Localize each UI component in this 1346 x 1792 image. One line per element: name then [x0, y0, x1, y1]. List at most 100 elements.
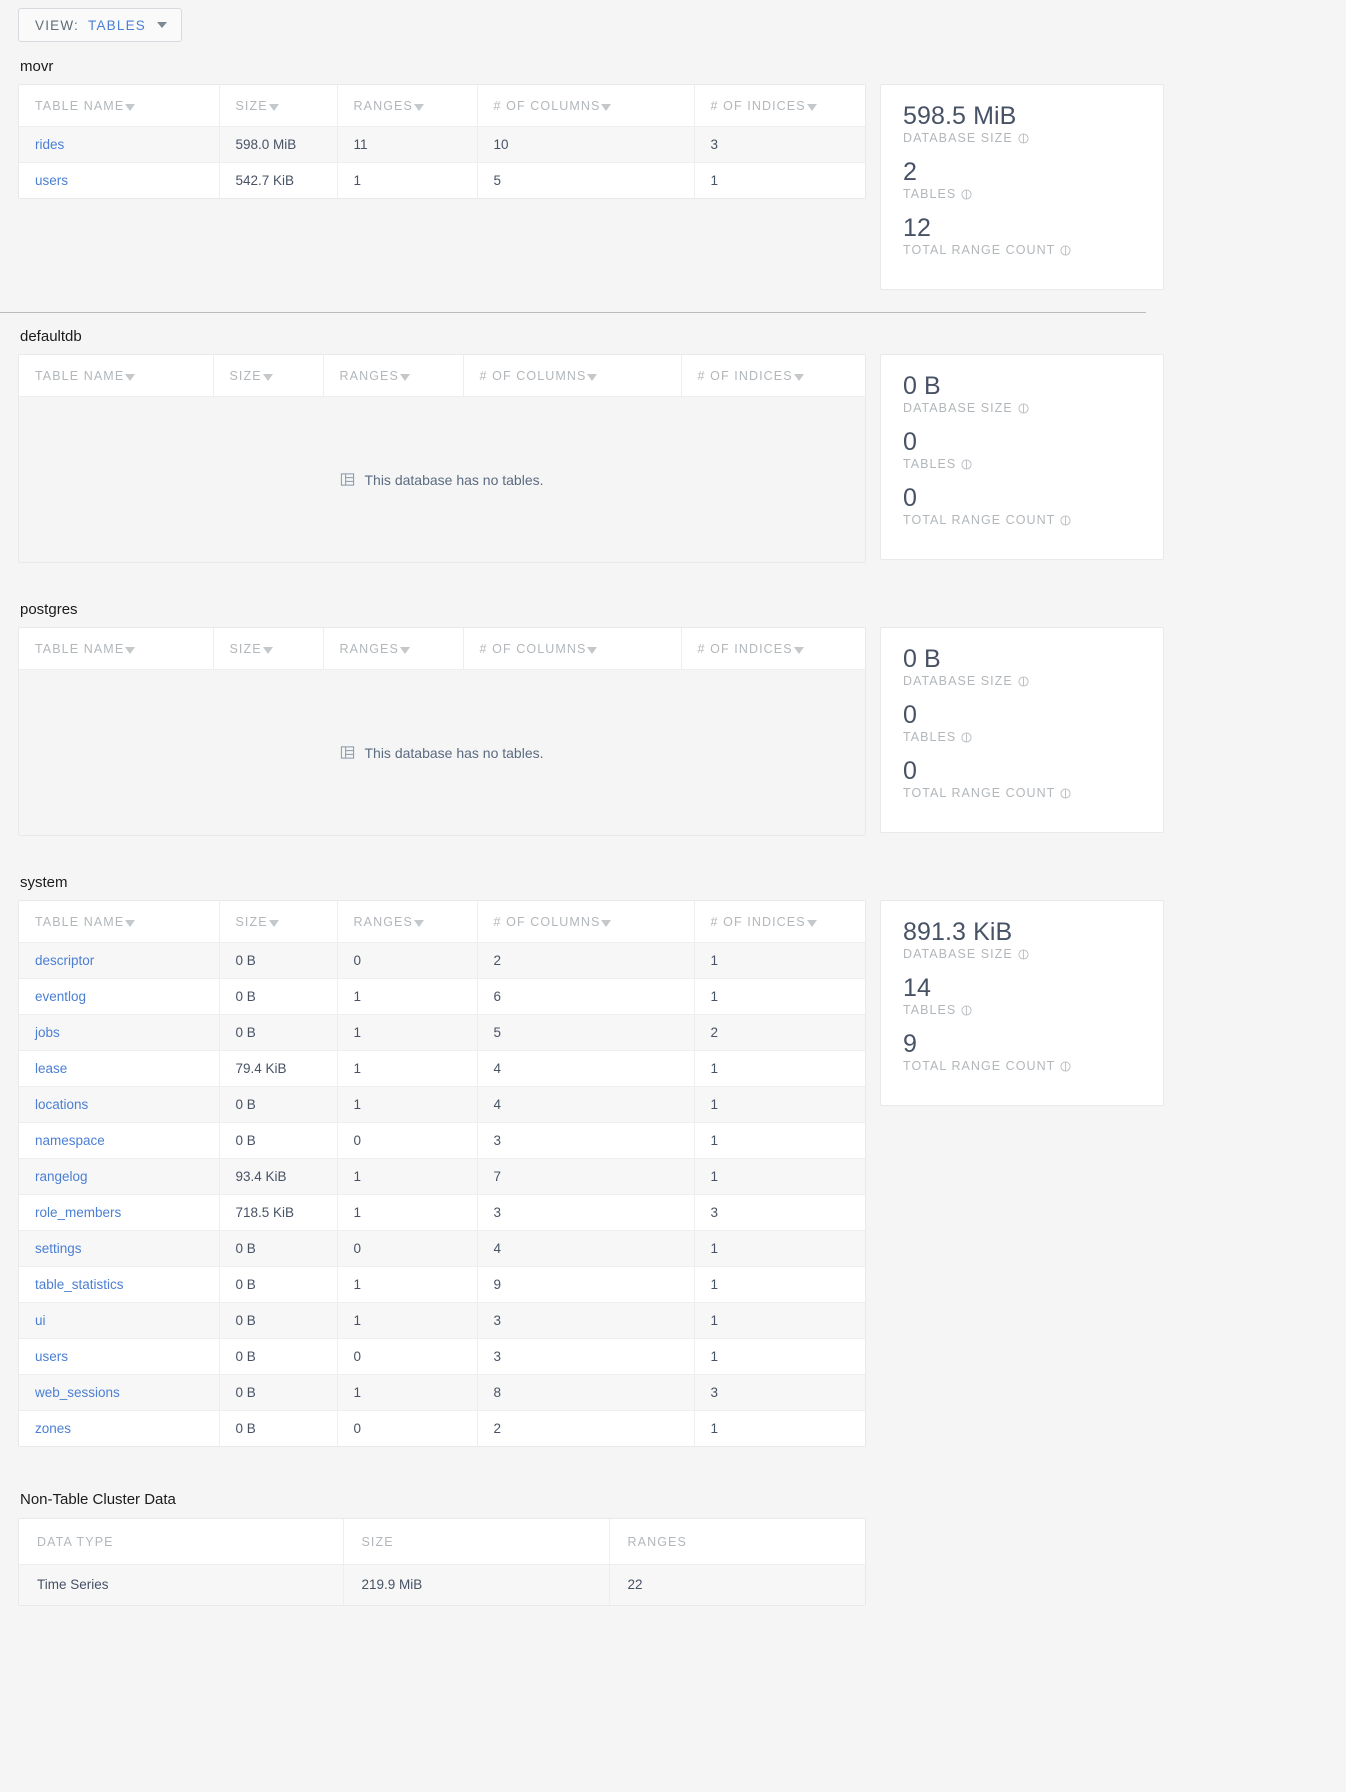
sort-caret-icon: [587, 647, 598, 654]
stat-label-text: TOTAL RANGE COUNT: [903, 786, 1056, 800]
cell-num-columns: 3: [477, 1122, 695, 1159]
table-link[interactable]: locations: [35, 1097, 89, 1112]
cell-num-indices: 1: [694, 978, 865, 1015]
column-header-num-indices[interactable]: # OF INDICES: [694, 85, 865, 127]
table-link[interactable]: rides: [35, 137, 65, 152]
column-header-ranges[interactable]: RANGES: [323, 355, 464, 397]
table-link[interactable]: jobs: [35, 1025, 60, 1040]
column-header-num-columns[interactable]: # OF COLUMNS: [477, 85, 695, 127]
column-header-ranges[interactable]: RANGES: [337, 901, 478, 943]
column-header-table-name[interactable]: TABLE NAME: [19, 85, 220, 127]
info-icon[interactable]: [1060, 514, 1071, 526]
table-link[interactable]: table_statistics: [35, 1277, 124, 1292]
column-header-ranges[interactable]: RANGES: [323, 628, 464, 670]
table-icon-glyph: [341, 473, 355, 486]
sort-caret-icon: [601, 920, 612, 927]
table-row[interactable]: rides 598.0 MiB 11 10 3: [19, 126, 865, 163]
table-link[interactable]: users: [35, 1349, 69, 1364]
column-header-ranges[interactable]: RANGES: [337, 85, 478, 127]
database-name: postgres: [20, 601, 78, 618]
cell-num-columns: 9: [477, 1266, 695, 1303]
database-sections: movr TABLE NAME SIZE RANGES # OF COLUMNS # OF…: [0, 42, 1346, 1469]
database-name: system: [20, 874, 68, 891]
stat-label-text: DATABASE SIZE: [903, 401, 1013, 415]
info-icon[interactable]: [961, 458, 972, 470]
column-header-table-name[interactable]: TABLE NAME: [19, 355, 214, 397]
view-dropdown[interactable]: VIEW: TABLES: [18, 8, 182, 42]
table-link[interactable]: web_sessions: [35, 1385, 120, 1400]
column-header-num-columns[interactable]: # OF COLUMNS: [463, 355, 682, 397]
column-header-num-columns[interactable]: # OF COLUMNS: [463, 628, 682, 670]
table-link[interactable]: lease: [35, 1061, 68, 1076]
stat-total-range-count-value: 12: [903, 214, 932, 242]
table-link[interactable]: role_members: [35, 1205, 122, 1220]
column-header-num-indices[interactable]: # OF INDICES: [694, 901, 865, 943]
column-header-table-name[interactable]: TABLE NAME: [19, 901, 220, 943]
cell-num-columns: 2: [477, 942, 695, 979]
cell-size: 0 B: [219, 1230, 338, 1267]
stat-database-size: 891.3 KiB DATABASE SIZE: [903, 919, 1141, 961]
table-header-row: TABLE NAME SIZE RANGES # OF COLUMNS # OF IND…: [19, 85, 865, 127]
info-icon[interactable]: [1018, 675, 1029, 687]
info-icon[interactable]: [961, 188, 972, 200]
cell-table-name: role_members: [19, 1194, 220, 1231]
table-link[interactable]: eventlog: [35, 989, 87, 1004]
table-link[interactable]: settings: [35, 1241, 82, 1256]
cell-table-name: rangelog: [19, 1158, 220, 1195]
table-link[interactable]: ui: [35, 1313, 46, 1328]
table-link[interactable]: namespace: [35, 1133, 105, 1148]
table-row[interactable]: rangelog 93.4 KiB 1 7 1: [19, 1158, 865, 1195]
column-header-table-name[interactable]: TABLE NAME: [19, 628, 214, 670]
column-header-size[interactable]: SIZE: [219, 85, 338, 127]
info-icon[interactable]: [1060, 244, 1071, 256]
table-row[interactable]: role_members 718.5 KiB 1 3 3: [19, 1194, 865, 1231]
empty-state: This database has no tables.: [19, 397, 865, 562]
table-link[interactable]: rangelog: [35, 1169, 88, 1184]
info-icon[interactable]: [961, 731, 972, 743]
cell-ranges: 1: [337, 1158, 478, 1195]
info-icon[interactable]: [961, 1004, 972, 1016]
column-header-num-indices[interactable]: # OF INDICES: [681, 355, 865, 397]
info-icon[interactable]: [1018, 948, 1029, 960]
column-header-num-indices[interactable]: # OF INDICES: [681, 628, 865, 670]
cell-num-indices: 1: [694, 1302, 865, 1339]
stat-label-text: TOTAL RANGE COUNT: [903, 243, 1056, 257]
column-header-size: SIZE: [343, 1519, 610, 1565]
stat-tables-count: 14 TABLES: [903, 975, 1141, 1017]
stat-label-text: TOTAL RANGE COUNT: [903, 1059, 1056, 1073]
table-link[interactable]: descriptor: [35, 953, 95, 968]
info-icon[interactable]: [1018, 132, 1029, 144]
column-header-num-columns[interactable]: # OF COLUMNS: [477, 901, 695, 943]
info-icon[interactable]: [1060, 787, 1071, 799]
column-header-size[interactable]: SIZE: [219, 901, 338, 943]
info-icon[interactable]: [1060, 1060, 1071, 1072]
table-header-row: DATA TYPE SIZE RANGES: [19, 1519, 865, 1565]
column-header-size[interactable]: SIZE: [213, 355, 324, 397]
table-link[interactable]: users: [35, 173, 69, 188]
cell-num-columns: 4: [477, 1086, 695, 1123]
cell-table-name: table_statistics: [19, 1266, 220, 1303]
info-icon[interactable]: [1018, 402, 1029, 414]
cell-ranges: 22: [609, 1564, 865, 1605]
cell-size: 718.5 KiB: [219, 1194, 338, 1231]
sort-caret-icon: [793, 647, 804, 654]
cell-size: 79.4 KiB: [219, 1050, 338, 1087]
cell-ranges: 0: [337, 1122, 478, 1159]
table-row[interactable]: users 542.7 KiB 1 5 1: [19, 162, 865, 198]
table-row[interactable]: lease 79.4 KiB 1 4 1: [19, 1050, 865, 1087]
cell-size: 0 B: [219, 1014, 338, 1051]
table-link[interactable]: zones: [35, 1421, 72, 1436]
info-icon-glyph: [1060, 514, 1071, 526]
column-header-size[interactable]: SIZE: [213, 628, 324, 670]
